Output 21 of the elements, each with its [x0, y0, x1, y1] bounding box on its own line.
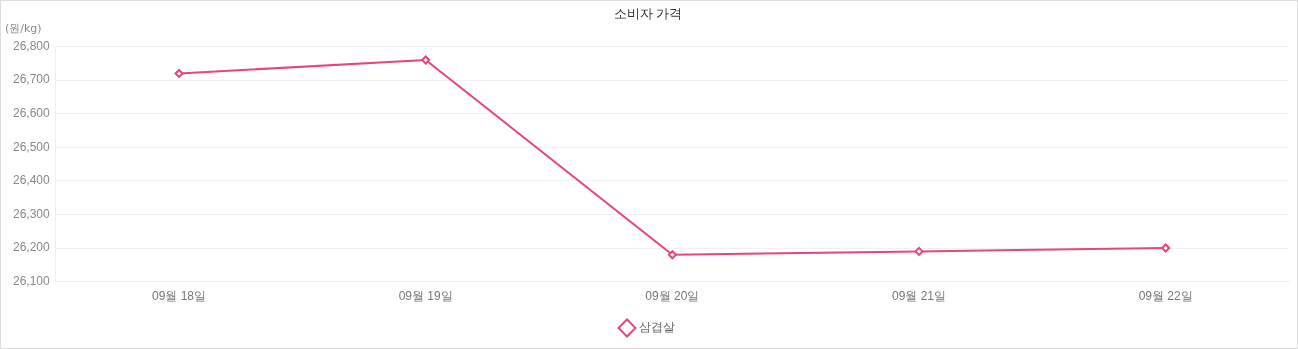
point — [174, 68, 184, 78]
chart-title: 소비자 가격 — [613, 6, 683, 22]
y-tick-label: 26,400 — [13, 173, 51, 188]
y-tick-label: 26,200 — [13, 240, 51, 255]
point — [1161, 243, 1171, 253]
y-tick-label: 26,800 — [13, 38, 51, 53]
point — [421, 55, 431, 65]
y-tick-label: 26,700 — [13, 72, 51, 87]
point — [667, 250, 677, 260]
legend-label: 삼겹살 — [639, 320, 675, 335]
point — [914, 246, 924, 256]
y-tick-label: 26,100 — [13, 273, 51, 288]
y-axis-title: (원/kg) — [5, 21, 42, 36]
x-tick-label: 09월 21일 — [892, 289, 947, 304]
x-tick-label: 09월 18일 — [152, 289, 207, 304]
y-tick-label: 26,300 — [13, 206, 51, 221]
x-tick-label: 09월 22일 — [1138, 289, 1193, 304]
x-tick-label: 09월 19일 — [398, 289, 453, 304]
y-tick-label: 26,500 — [13, 139, 51, 154]
y-tick-label: 26,600 — [13, 106, 51, 121]
x-tick-label: 09월 20일 — [645, 289, 700, 304]
